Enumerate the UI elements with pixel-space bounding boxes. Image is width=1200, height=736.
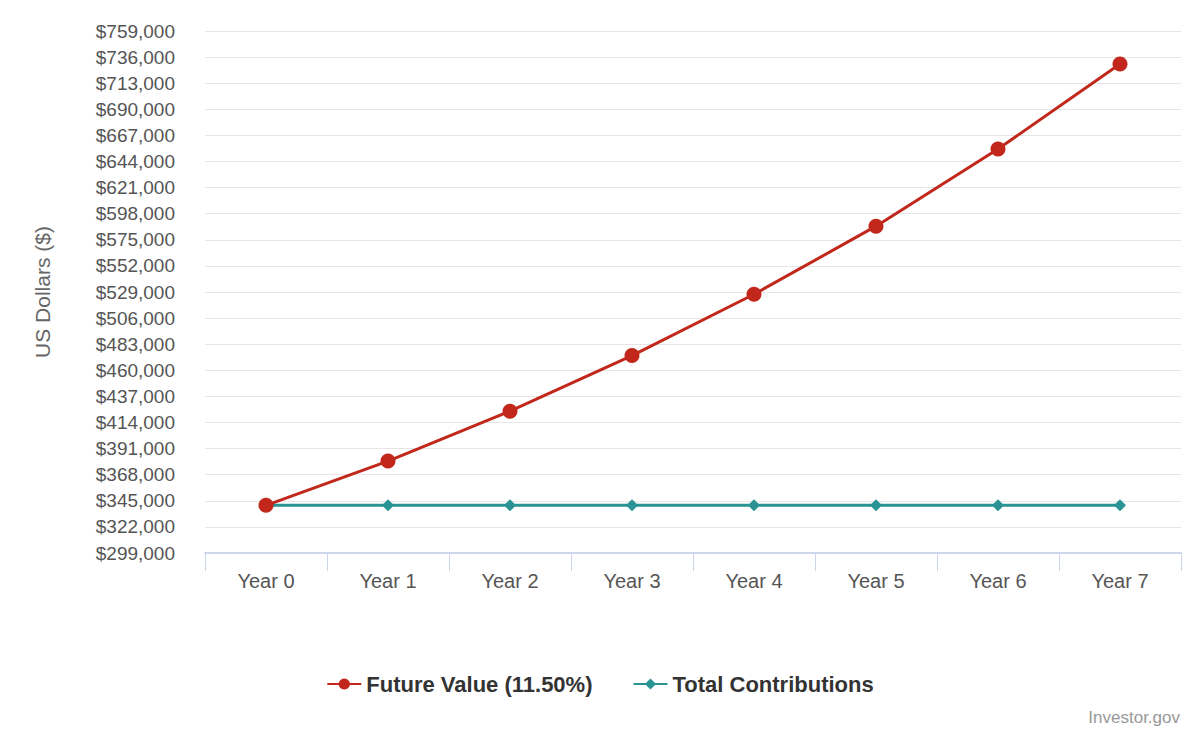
svg-text:Year 0: Year 0 [237,570,294,592]
svg-text:$621,000: $621,000 [96,177,175,198]
svg-text:$552,000: $552,000 [96,255,175,276]
svg-text:Year 4: Year 4 [725,570,782,592]
svg-text:Year 2: Year 2 [481,570,538,592]
svg-text:$529,000: $529,000 [96,282,175,303]
svg-text:$598,000: $598,000 [96,203,175,224]
svg-text:$506,000: $506,000 [96,308,175,329]
svg-text:$713,000: $713,000 [96,73,175,94]
svg-text:$299,000: $299,000 [96,543,175,564]
svg-text:Year 3: Year 3 [603,570,660,592]
svg-text:$322,000: $322,000 [96,516,175,537]
svg-text:$414,000: $414,000 [96,412,175,433]
svg-text:Future Value (11.50%): Future Value (11.50%) [366,672,592,697]
svg-text:$437,000: $437,000 [96,386,175,407]
svg-text:Year 6: Year 6 [969,570,1026,592]
svg-text:Year 1: Year 1 [359,570,416,592]
svg-text:$736,000: $736,000 [96,47,175,68]
svg-text:Total Contributions: Total Contributions [672,672,873,697]
svg-text:$644,000: $644,000 [96,151,175,172]
svg-text:$460,000: $460,000 [96,360,175,381]
svg-text:Year 5: Year 5 [847,570,904,592]
svg-text:$759,000: $759,000 [96,21,175,42]
svg-text:$690,000: $690,000 [96,99,175,120]
svg-text:$391,000: $391,000 [96,438,175,459]
svg-text:$345,000: $345,000 [96,490,175,511]
svg-text:Year 7: Year 7 [1091,570,1148,592]
svg-text:US Dollars ($): US Dollars ($) [31,226,54,358]
svg-text:$667,000: $667,000 [96,125,175,146]
svg-text:$483,000: $483,000 [96,334,175,355]
svg-text:$368,000: $368,000 [96,464,175,485]
svg-text:$575,000: $575,000 [96,229,175,250]
svg-text:Investor.gov: Investor.gov [1088,708,1180,727]
